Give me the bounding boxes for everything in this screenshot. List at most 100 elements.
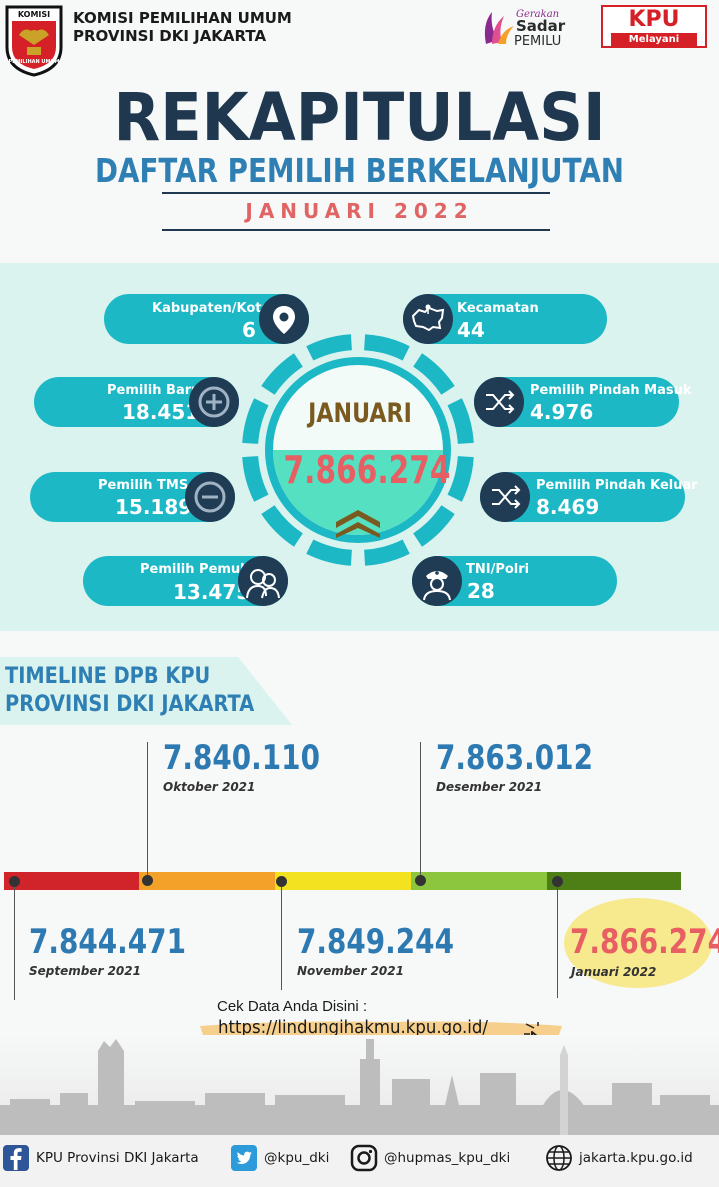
timeline-value: 7.863.012 [436,738,593,778]
check-data-link[interactable]: https://lindungihakmu.kpu.go.id/ [218,1017,488,1038]
ring-segment [261,505,303,547]
org-line-2: PROVINSI DKI JAKARTA [73,27,267,45]
main-title: REKAPITULASI [113,79,606,156]
center-ring [242,334,474,566]
timeline-value: 7.849.244 [297,922,454,962]
timeline-value: 7.844.471 [29,922,186,962]
ring-segment [364,539,410,566]
header [0,0,719,260]
timeline-bar-segment [139,872,275,890]
facebook-handle: KPU Provinsi DKI Jakarta [36,1150,199,1166]
timeline-dot [276,876,287,887]
website-url: jakarta.kpu.go.id [579,1150,693,1166]
stat-kecamatan: Kecamatan 44 [403,294,607,344]
stat-value: 28 [467,579,495,603]
timeline-date: Oktober 2021 [163,780,256,794]
ring-segment [242,398,269,444]
timeline-title-line-1: TIMELINE DPB KPU [5,664,211,689]
stat-value: 4.976 [530,400,594,424]
period-label: JANUARI 2022 [245,199,474,223]
timeline-bar-segment [547,872,681,890]
timeline-date: November 2021 [297,964,404,978]
footer-facebook[interactable]: KPU Provinsi DKI Jakarta [2,1144,199,1172]
timeline-bar-segment [411,872,547,890]
ring-segment [242,456,269,502]
sadar-logo-line-1: Gerakan [516,9,559,20]
logo-text-bottom: PEMILIHAN UMUM [8,59,59,65]
officer-icon [412,556,462,606]
kpu-logo: KOMISI PEMILIHAN UMUM [5,5,63,77]
stat-value: 18.451 [122,400,200,424]
stat-label: Pemilih Pemula [140,562,254,577]
ring-segment [364,334,410,361]
center-month: JANUARI [308,398,412,429]
stat-value: 44 [457,318,485,342]
stat-value: 13.475 [173,580,251,604]
stat-label: Pemilih Baru [107,383,201,398]
footer-twitter[interactable]: @kpu_dki [230,1144,329,1172]
twitter-icon [231,1145,257,1171]
shuffle-icon [480,472,530,522]
sadar-logo-line-3: PEMILU [514,34,561,48]
location-pin-icon [259,294,309,344]
plus-circle-icon [189,377,239,427]
stat-pemilih-pindah-keluar: Pemilih Pindah Keluar 8.469 [480,472,698,522]
timeline-dot [142,875,153,886]
ring-segment [413,505,455,547]
stat-pemilih-tms: Pemilih TMS 15.189 [30,472,235,522]
stat-label: Pemilih TMS [98,478,189,493]
stat-pemilih-pindah-masuk: Pemilih Pindah Masuk 4.976 [474,377,691,427]
footer-website[interactable]: jakarta.kpu.go.id [545,1144,693,1172]
double-chevron-up-icon [336,510,380,538]
current-highlight [564,898,712,988]
stat-value: 8.469 [536,495,600,519]
stat-label: Pemilih Pindah Keluar [536,478,698,493]
title-divider-bottom [162,229,550,231]
timeline-connector [281,882,282,990]
timeline-connector [147,742,148,878]
timeline-value-current: 7.866.274 [570,922,719,962]
timeline-title-line-2: PROVINSI DKI JAKARTA [5,692,255,717]
sadar-pemilu-logo: Gerakan Sadar PEMILU [484,9,566,48]
stat-value: 6 [242,318,256,342]
timeline-bar-segment [4,872,139,890]
logo-text-top: KOMISI [18,10,50,19]
stat-tni-polri: TNI/Polri 28 [412,556,617,606]
timeline-dot [9,876,20,887]
melayani-logo-line-1: KPU [628,7,680,32]
organization-name: KOMISI PEMILIHAN UMUM PROVINSI DKI JAKAR… [73,9,292,45]
footer-instagram[interactable]: @hupmas_kpu_dki [350,1144,510,1172]
org-line-1: KOMISI PEMILIHAN UMUM [73,9,292,27]
timeline-date: Januari 2022 [571,965,657,979]
timeline-bar-segment [275,872,411,890]
stat-label: TNI/Polri [466,562,530,577]
ring-segment [306,334,352,361]
timeline-connector [557,882,558,998]
timeline-connector [14,882,15,1000]
globe-icon [546,1145,572,1171]
stat-pemilih-pemula: Pemilih Pemula 13.475 [83,556,288,606]
timeline-value: 7.840.110 [163,738,320,778]
ring-segment [447,456,474,502]
timeline-banner [0,657,292,725]
instagram-icon [350,1144,378,1172]
stat-label: Kecamatan [457,301,539,316]
instagram-handle: @hupmas_kpu_dki [384,1150,511,1166]
timeline-dot [415,875,426,886]
city-skyline [0,1035,719,1135]
melayani-logo-line-2: Melayani [611,33,697,46]
ring-segment [306,539,352,566]
stat-pemilih-baru: Pemilih Baru 18.451 [34,377,239,427]
timeline-date: September 2021 [29,964,141,978]
shuffle-icon [474,377,524,427]
title-divider-top [162,192,550,194]
stat-label: Pemilih Pindah Masuk [530,383,692,398]
timeline-date: Desember 2021 [436,780,543,794]
center-total-value: 7.866.274 [283,448,451,492]
check-data-label: Cek Data Anda Disini : [217,998,368,1015]
stat-value: 15.189 [115,495,193,519]
timeline-connector [420,742,421,878]
timeline-dot [552,876,563,887]
ring-segment [413,353,455,395]
ring-segment [261,353,303,395]
